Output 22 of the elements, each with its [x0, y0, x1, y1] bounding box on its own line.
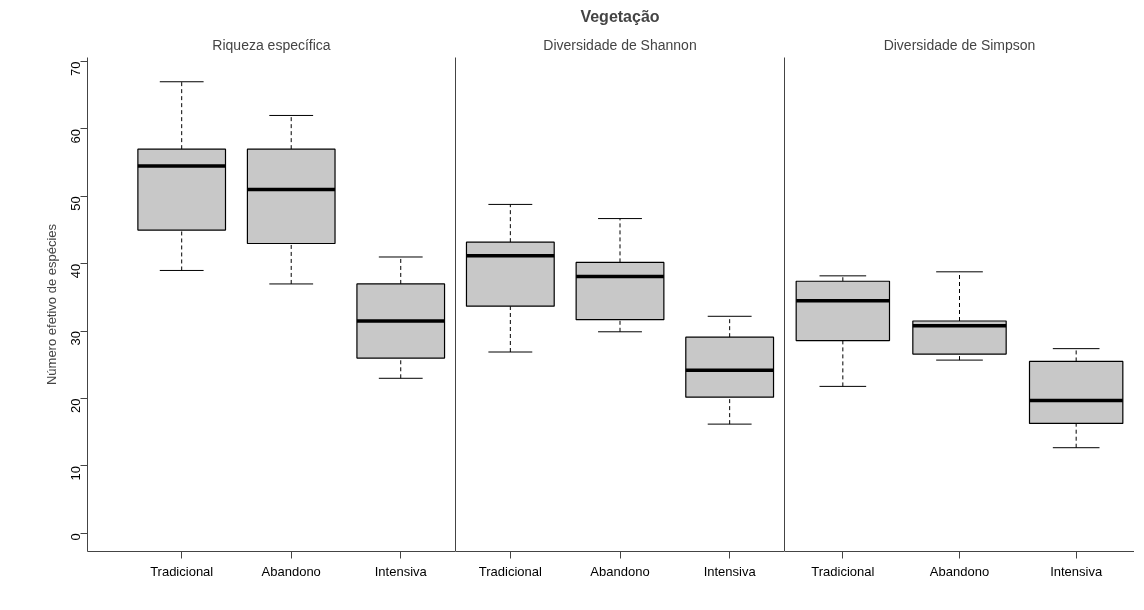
x-tick-label: Tradicional: [150, 563, 214, 579]
x-tick-label: Abandono: [261, 563, 321, 579]
y-tick-label: 0: [68, 533, 83, 541]
x-tick-label: Abandono: [929, 563, 990, 579]
x-tick-label: Intensiva: [374, 563, 428, 579]
x-tick-label: Intensiva: [1050, 563, 1103, 579]
y-tick-label: 40: [68, 263, 83, 279]
x-tick-label: Abandono: [590, 563, 650, 579]
y-tick-label: 70: [68, 61, 83, 76]
chart-subtitle: Riqueza específica: [212, 36, 331, 53]
x-tick-label: Tradicional: [478, 563, 542, 579]
chart-subtitle: Diversidade de Simpson: [883, 36, 1036, 53]
y-tick-label: 30: [68, 331, 83, 346]
chart-subtitle: Diversidade de Shannon: [543, 36, 697, 53]
y-tick-label: 50: [68, 196, 83, 211]
x-tick-label: Tradicional: [811, 563, 875, 579]
y-tick-label: 20: [68, 398, 83, 413]
y-axis-title: Número efetivo de espécies: [43, 223, 59, 386]
y-tick-label: 10: [68, 465, 83, 481]
chart-title: Vegetação: [580, 7, 660, 25]
x-tick-label: Intensiva: [703, 563, 757, 579]
y-tick-label: 60: [68, 128, 83, 144]
